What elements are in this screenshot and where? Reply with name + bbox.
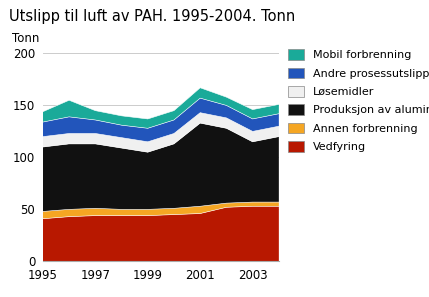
Text: Tonn: Tonn: [12, 32, 39, 45]
Legend: Mobil forbrenning, Andre prosessutslipp, Løsemidler, Produksjon av aluminium, An: Mobil forbrenning, Andre prosessutslipp,…: [288, 49, 429, 152]
Text: Utslipp til luft av PAH. 1995-2004. Tonn: Utslipp til luft av PAH. 1995-2004. Tonn: [9, 9, 295, 24]
